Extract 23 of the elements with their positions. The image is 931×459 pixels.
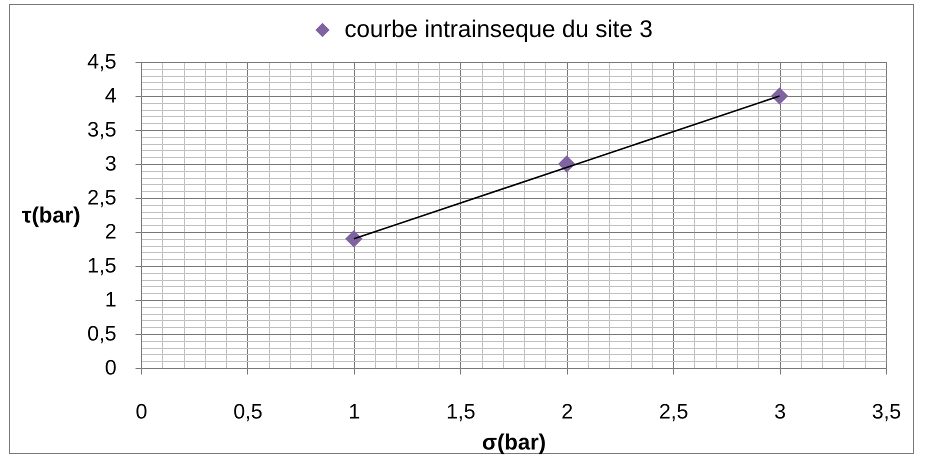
y-tick-label: 2 — [104, 220, 116, 244]
y-tick-label: 4,5 — [87, 50, 116, 74]
x-tick-label: 2 — [561, 400, 574, 424]
legend-label: courbe intrainseque du site 3 — [344, 16, 653, 43]
y-tick-label: 3 — [104, 152, 116, 176]
y-tick-label: 4 — [104, 84, 117, 108]
x-tick-label: 1 — [348, 400, 360, 424]
y-tick-label: 0,5 — [87, 322, 116, 346]
y-tick-label: 2,5 — [87, 186, 116, 210]
y-tick-label: 0 — [104, 356, 116, 380]
y-axis-title: τ(bar) — [22, 202, 80, 228]
y-tick-label: 1,5 — [87, 254, 116, 278]
x-tick-label: 3 — [774, 400, 786, 424]
x-tick-label: 0,5 — [233, 400, 263, 424]
x-tick-label: 3,5 — [872, 400, 902, 424]
x-tick-label: 2,5 — [659, 400, 688, 424]
x-tick-label: 1,5 — [446, 400, 476, 424]
y-tick-label: 1 — [104, 288, 116, 312]
x-axis-title: σ(bar) — [482, 430, 546, 454]
point — [345, 230, 363, 248]
point — [770, 87, 788, 105]
x-tick-label: 0 — [136, 400, 148, 424]
y-tick-label: 3,5 — [87, 118, 116, 142]
